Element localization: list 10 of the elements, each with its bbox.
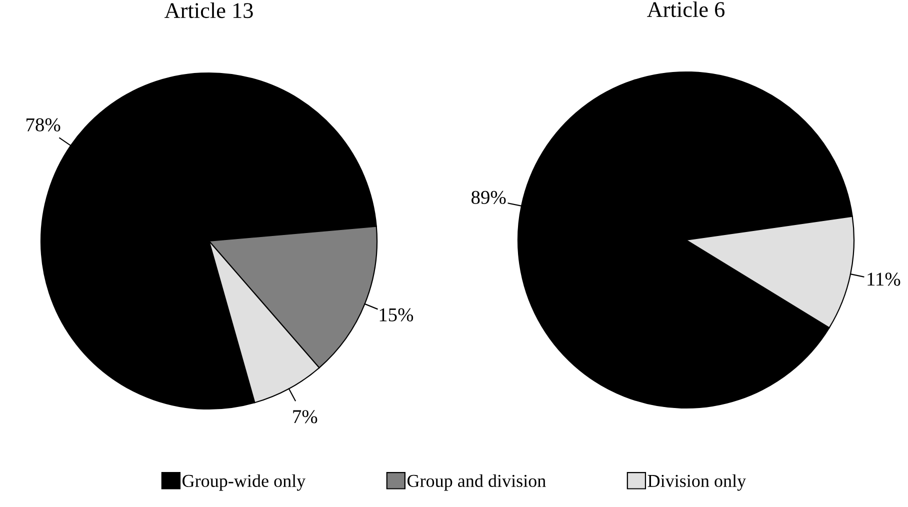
data-label: 78%	[26, 118, 60, 132]
data-label: 15%	[380, 308, 414, 322]
legend-label: Group-wide only	[182, 474, 306, 491]
legend-label: Division only	[648, 474, 746, 491]
data-label: 89%	[472, 190, 506, 204]
chart-title: Article 13	[164, 2, 253, 18]
data-label: 11%	[868, 272, 900, 286]
chart-title: Article 6	[647, 1, 725, 18]
legend-label: Group and division	[407, 474, 546, 491]
data-label: 7%	[293, 410, 318, 424]
